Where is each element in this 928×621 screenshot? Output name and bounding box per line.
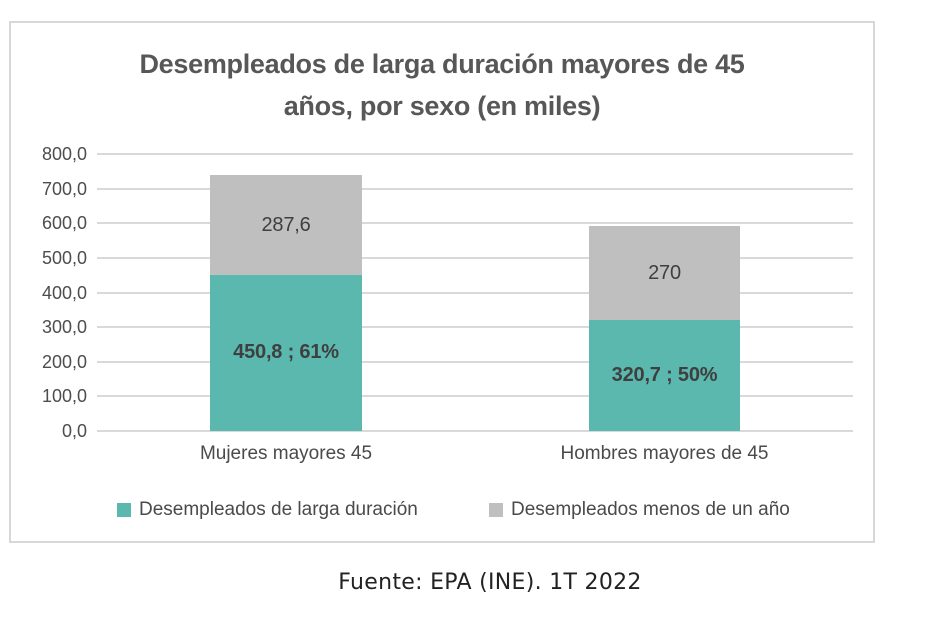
data-label: 450,8 ; 61% bbox=[233, 341, 339, 364]
gridline bbox=[97, 326, 853, 329]
y-tick-label: 100,0 bbox=[41, 386, 87, 407]
y-tick-label: 500,0 bbox=[41, 247, 87, 268]
gridline bbox=[97, 222, 853, 225]
y-tick-label: 800,0 bbox=[41, 144, 87, 164]
chart-title-line-2: años, por sexo (en miles) bbox=[283, 91, 601, 121]
y-tick-label: 600,0 bbox=[41, 213, 87, 234]
bar-segment: 320,7 ; 50% bbox=[589, 319, 740, 431]
data-label: 320,7 ; 50% bbox=[611, 363, 718, 386]
legend-swatch-icon bbox=[489, 503, 503, 517]
chart-title-line-1: Desempleados de larga duración mayores d… bbox=[139, 49, 745, 79]
legend-item: Desempleados menos de un año bbox=[489, 499, 790, 521]
legend-swatch-icon bbox=[117, 503, 131, 517]
legend: Desempleados de larga duración Desemplead… bbox=[11, 499, 873, 523]
source-note: Fuente: EPA (INE). 1T 2022 bbox=[338, 570, 642, 595]
gridline bbox=[97, 430, 853, 432]
chart-container: Desempleados de larga duración mayores d… bbox=[9, 21, 875, 543]
bar-segment: 270 bbox=[589, 226, 740, 320]
gridline bbox=[97, 395, 853, 398]
x-axis-label: Hombres mayores de 45 bbox=[560, 443, 769, 464]
chart-title: Desempleados de larga duración mayores d… bbox=[11, 43, 873, 127]
bar-segment: 287,6 bbox=[210, 175, 362, 275]
y-tick-label: 300,0 bbox=[41, 317, 87, 338]
gridline bbox=[97, 360, 853, 363]
data-label: 270 bbox=[648, 261, 681, 284]
gridline bbox=[97, 187, 853, 190]
gridline bbox=[97, 153, 853, 155]
gridline bbox=[97, 291, 853, 294]
legend-label: Desempleados de larga duración bbox=[139, 499, 418, 520]
y-tick-label: 700,0 bbox=[41, 178, 87, 199]
gridline bbox=[97, 256, 853, 259]
data-label: 287,6 bbox=[261, 213, 311, 236]
y-tick-label: 0,0 bbox=[61, 421, 87, 441]
y-tick-label: 400,0 bbox=[41, 282, 87, 303]
legend-item: Desempleados de larga duración bbox=[117, 499, 418, 521]
y-tick-label: 200,0 bbox=[41, 351, 87, 372]
x-axis-label: Mujeres mayores 45 bbox=[199, 443, 373, 464]
bar-segment: 450,8 ; 61% bbox=[210, 274, 362, 431]
plot-area: 450,8 ; 61% 287,6 Mujeres mayores 45 320,7 … bbox=[97, 153, 853, 464]
legend-label: Desempleados menos de un año bbox=[511, 499, 790, 520]
